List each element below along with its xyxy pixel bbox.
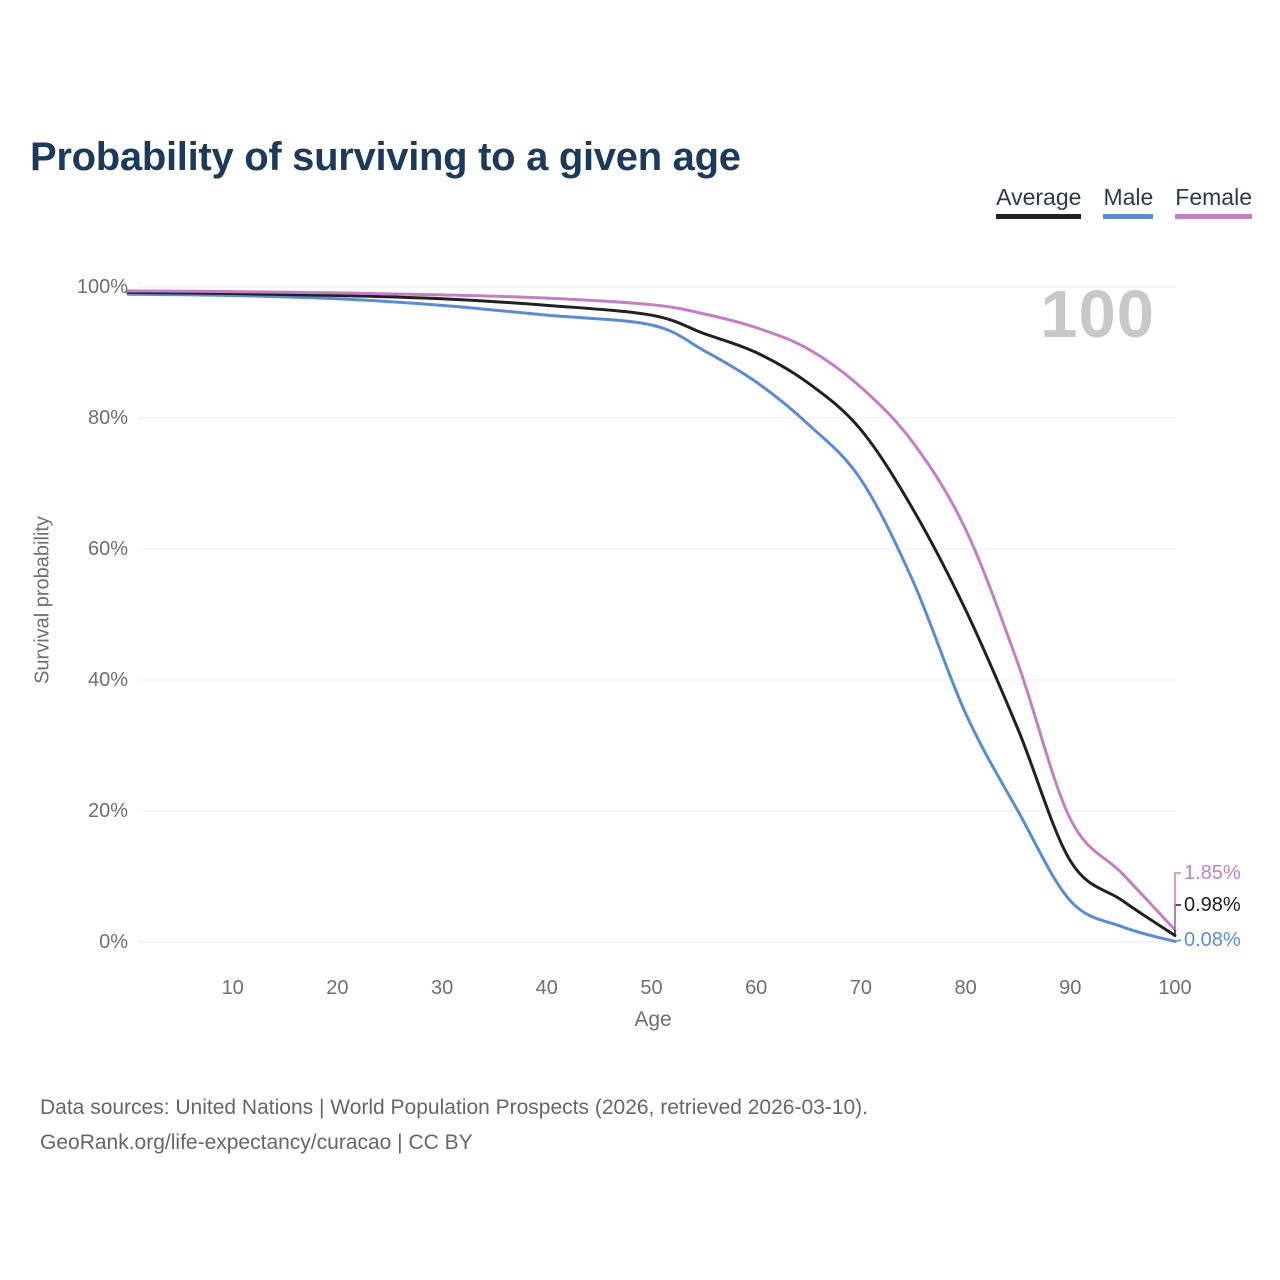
x-tick-label: 90: [1059, 977, 1082, 999]
end-label-average: 0.98%: [1184, 894, 1241, 916]
data-source-line1: Data sources: United Nations | World Pop…: [40, 1096, 869, 1119]
y-axis-title: Survival probability: [31, 516, 54, 684]
legend: Average Male Female: [996, 184, 1252, 219]
y-tick-label: 60%: [87, 538, 128, 560]
legend-item-male[interactable]: Male: [1103, 184, 1154, 219]
x-tick-label: 10: [221, 977, 244, 999]
line-female: [126, 289, 1177, 932]
x-tick-label: 40: [535, 977, 558, 999]
line-average: [126, 290, 1177, 938]
y-tick-label: 40%: [87, 669, 128, 691]
x-axis-title: Age: [634, 1008, 672, 1031]
end-label-male: 0.08%: [1184, 929, 1241, 951]
x-tick-label: 60: [745, 977, 768, 999]
x-tick-label: 30: [430, 977, 454, 999]
end-label-connector-male: [1174, 939, 1182, 943]
x-tick-label: 80: [954, 977, 977, 999]
hover-age-watermark: 100: [1040, 277, 1155, 352]
y-tick-label: 100%: [76, 276, 128, 298]
y-tick-label: 80%: [87, 407, 128, 429]
x-tick-label: 100: [1158, 977, 1192, 999]
y-tick-label: 20%: [87, 800, 128, 822]
x-tick-label: 70: [849, 977, 873, 999]
data-source-note: Data sources: United Nations | World Pop…: [40, 1090, 868, 1160]
x-tick-label: 50: [640, 977, 663, 999]
legend-item-female[interactable]: Female: [1175, 184, 1252, 219]
end-label-female: 1.85%: [1184, 862, 1241, 884]
data-source-line2: GeoRank.org/life-expectancy/curacao | CC…: [40, 1131, 473, 1154]
legend-item-average[interactable]: Average: [996, 184, 1082, 219]
y-tick-label: 0%: [99, 931, 128, 953]
end-label-connector-female: [1174, 872, 1181, 930]
line-male: [126, 292, 1177, 943]
x-tick-label: 20: [326, 977, 349, 999]
page-title: Probability of surviving to a given age: [30, 134, 741, 179]
